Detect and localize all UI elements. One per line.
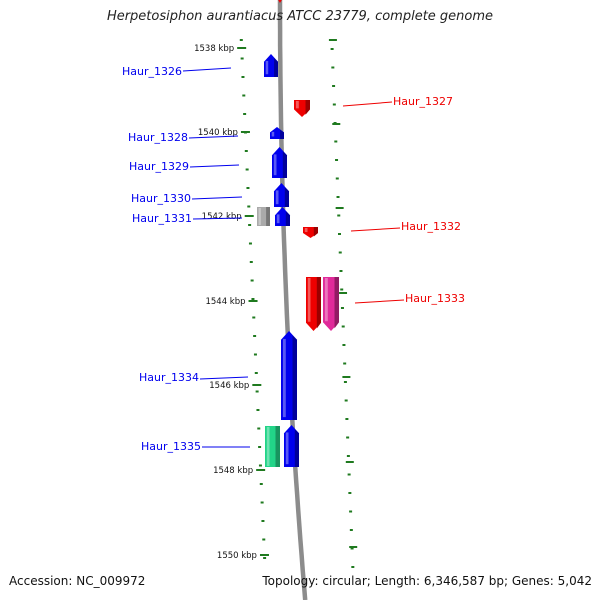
gene-label-leader [189,164,240,168]
gene-haur-1330 [274,183,289,207]
gene-haur-1332-highlight [304,228,308,233]
gene-haur-1334 [281,331,297,420]
feature-block-shade [275,426,280,467]
gene-label: Haur_1328 [128,131,188,144]
gene-haur-1332 [303,227,318,238]
gene-label: Haur_1332 [401,220,461,233]
gene-label: Haur_1330 [131,192,191,205]
kbp-label: 1542 kbp [202,212,242,222]
gene-haur-1326-highlight [265,60,269,75]
gene-haur-1335-shade [294,429,299,467]
feature-arrow-shade [334,277,339,329]
feature-block-shade [266,207,270,226]
gene-haur-1334-shade [292,335,297,420]
gene-haur-1326 [264,54,278,77]
kbp-label: 1546 kbp [209,381,249,391]
gene-haur-1334-highlight [282,338,286,418]
gene-label: Haur_1333 [405,292,465,305]
feature-block [257,207,270,226]
edge-feature-marker [278,0,282,3]
gene-haur-1327 [294,100,310,117]
genome-title: Herpetosiphon aurantiacus ATCC 23779, co… [106,9,494,24]
gene-haur-1329 [272,147,287,178]
gene-label: Haur_1326 [122,65,182,78]
gene-label: Haur_1334 [139,371,199,384]
gene-haur-1331 [275,207,290,226]
kbp-label: 1544 kbp [205,297,245,307]
gene-label-leader [191,196,243,200]
feature-arrow [323,277,339,331]
gene-haur-1332-shade [313,227,318,237]
gene-haur-1330-shade [284,187,289,207]
gene-haur-1327-shade [305,100,310,115]
gene-haur-1328-shade [280,129,284,139]
gene-label-leader [199,376,249,380]
feature-arrow-highlight [324,278,328,322]
genome-summary: Topology: circular; Length: 6,346,587 bp… [262,574,592,588]
feature-block [265,426,280,467]
accession-label: Accession: NC_009972 [9,574,146,588]
scale-ticks: 1538 kbp 1540 kbp 1542 kbp 1544 kbp 1546 kbp… [194,39,358,568]
gene-haur-1331-shade [285,211,290,226]
gene-haur-1329-shade [282,151,287,178]
gene-label-leader [188,135,239,139]
gene-haur-1328 [270,127,284,139]
gene-label: Haur_1329 [129,160,189,173]
gene-haur-1333-highlight [307,278,311,322]
chromosome-backbone [277,0,308,600]
gene-label-leader [342,101,393,107]
gene-haur-1326-shade [274,57,278,77]
kbp-label: 1540 kbp [198,128,238,138]
gene-haur-1335 [284,425,299,467]
feature-block-highlight [266,427,270,466]
gene-label: Haur_1327 [393,95,453,108]
kbp-label: 1548 kbp [213,466,253,476]
feature-block-highlight [258,208,261,225]
gene-label: Haur_1331 [132,212,192,225]
gene-haur-1335-highlight [285,432,289,465]
gene-haur-1333 [306,277,321,331]
gene-label-leader [182,67,232,72]
kbp-label: 1538 kbp [194,44,234,54]
kbp-label: 1550 kbp [217,551,257,561]
gene-haur-1333-shade [316,277,321,329]
gene-haur-1329-highlight [273,154,277,176]
gene-label: Haur_1335 [141,440,201,453]
gene-haur-1327-highlight [295,101,299,109]
gene-haur-1330-highlight [275,190,279,205]
gene-label-leader [192,217,243,220]
gene-haur-1328-highlight [271,131,275,137]
gene-label-leader [350,227,401,232]
gene-haur-1331-highlight [276,214,280,224]
gene-label-leader [354,299,405,304]
